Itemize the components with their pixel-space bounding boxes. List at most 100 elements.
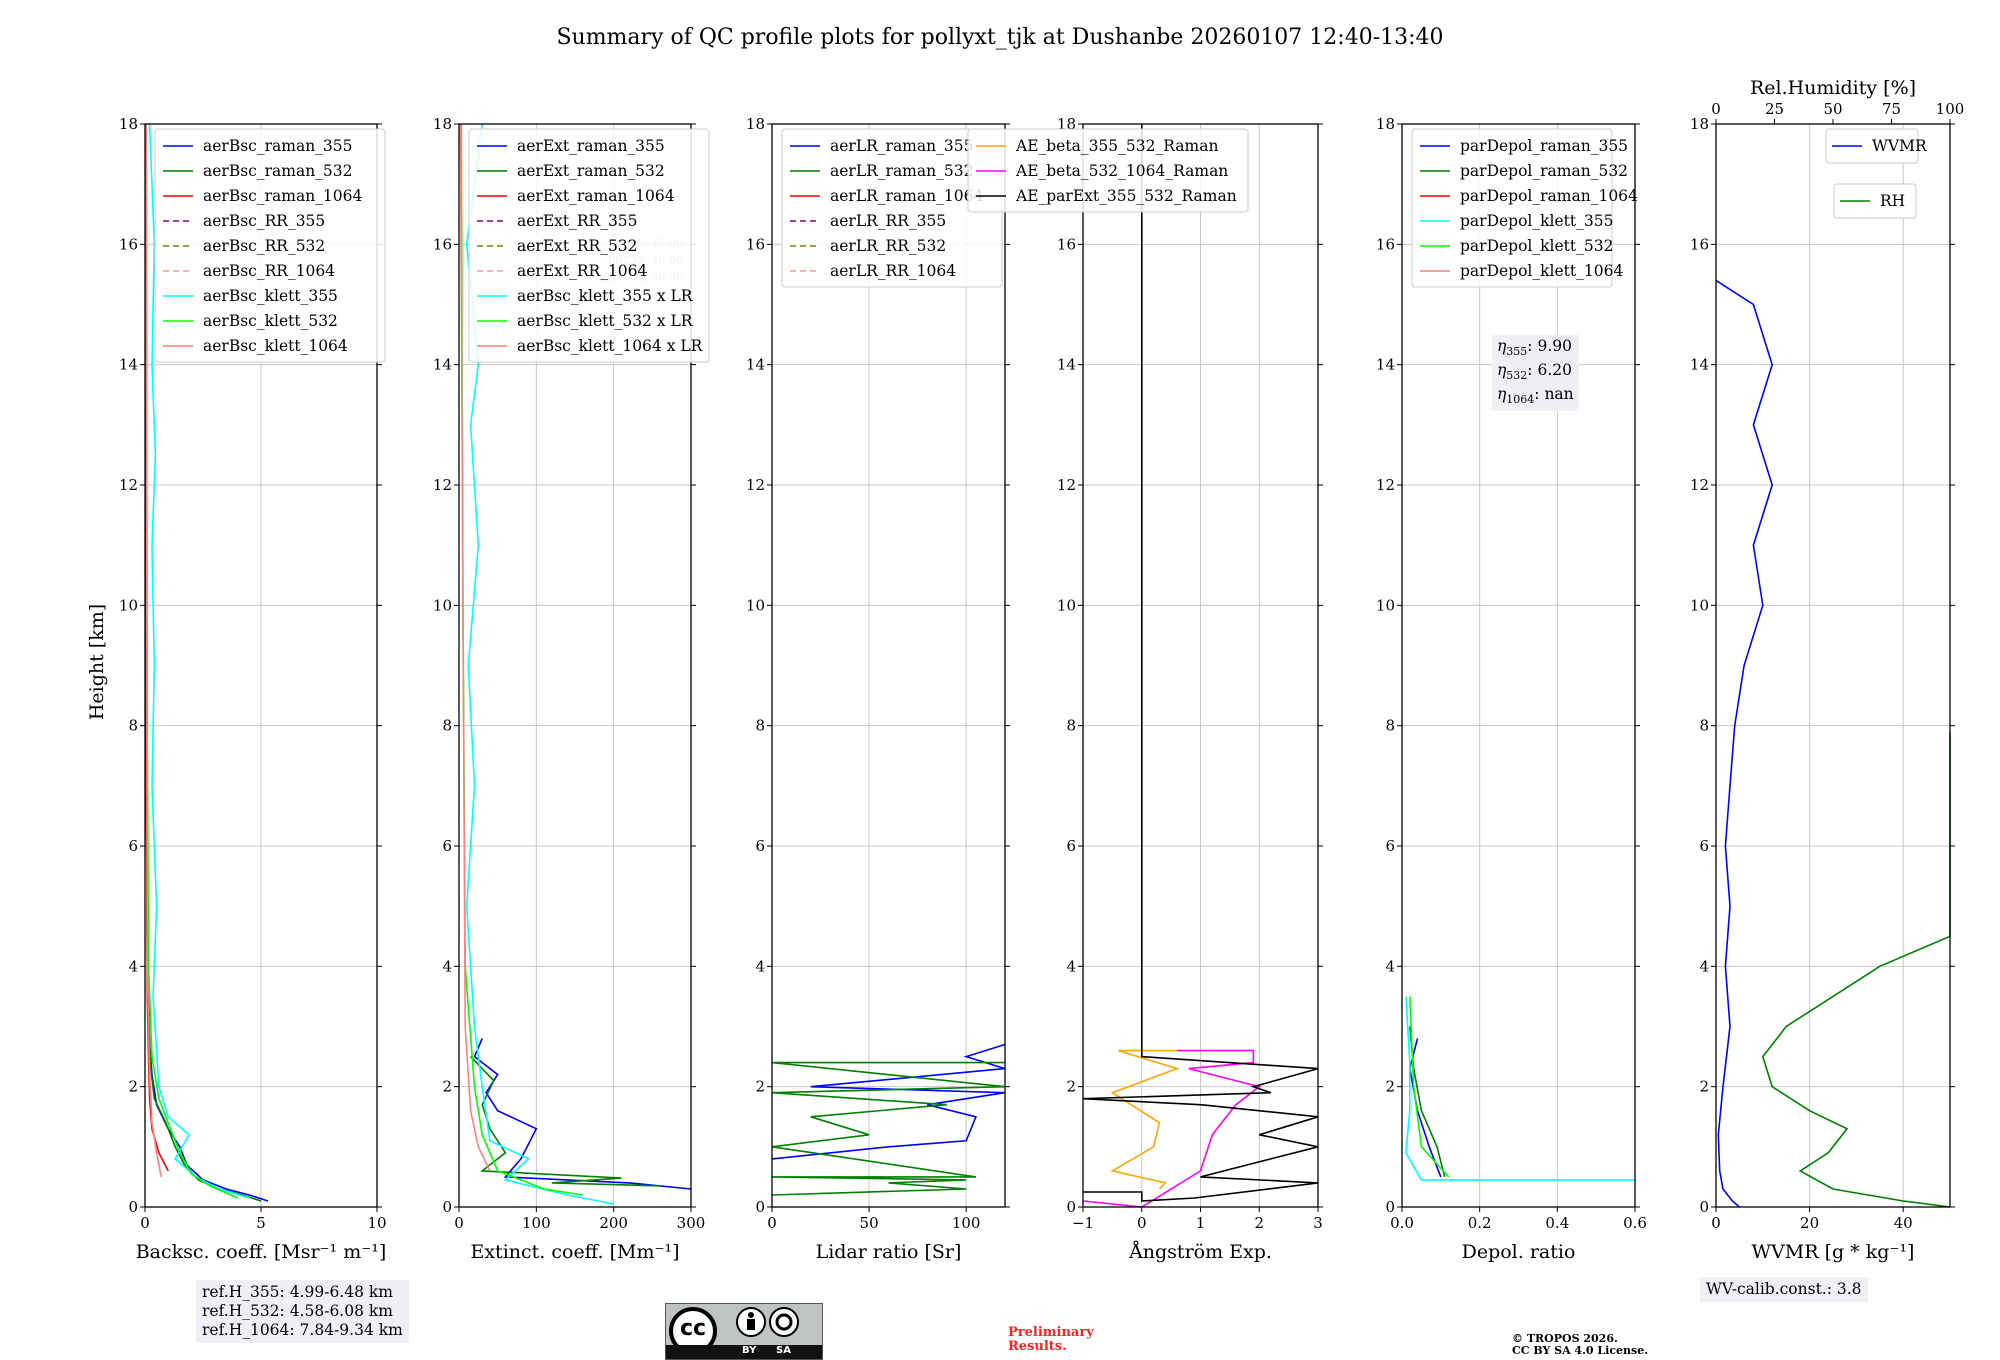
y-tick-label: 12 (1690, 476, 1709, 494)
legend-entry-parDepol_raman_1064: parDepol_raman_1064 (1460, 187, 1638, 205)
copyright-note: © TROPOS 2026. CC BY SA 4.0 License. (1512, 1332, 1649, 1357)
y-tick-label: 12 (746, 476, 765, 494)
x-tick-label: 100 (952, 1214, 981, 1232)
y-tick-label: 8 (1385, 717, 1395, 735)
panel-depol: 0 2 4 6 8 10 12 14 16 18 0.0 0.2 0.4 0.6 Depol. ratio p… (1376, 115, 1647, 1263)
y-tick-label: 8 (1699, 717, 1709, 735)
y-tick-label: 2 (442, 1078, 452, 1096)
cc-by-text: BY (742, 1345, 757, 1356)
y-tick-label: 10 (433, 596, 452, 614)
legend-box (1825, 128, 1919, 164)
y-tick-label: 0 (128, 1198, 138, 1216)
y-tick-label: 4 (1385, 957, 1395, 975)
eta-532: η532: 6.20 (1497, 361, 1572, 383)
top-x-tick-label: 0 (1711, 100, 1721, 118)
y-tick-label: 0 (1066, 1198, 1076, 1216)
y-tick-label: 8 (755, 717, 765, 735)
y-tick-label: 14 (1376, 356, 1395, 374)
x-tick-label: 50 (860, 1214, 879, 1232)
ref-height-1064: ref.H_1064: 7.84-9.34 km (202, 1321, 403, 1339)
legend-entry-AE_beta_355_532_Raman: AE_beta_355_532_Raman (1015, 137, 1218, 155)
y-tick-label: 10 (119, 596, 138, 614)
y-tick-label: 4 (442, 957, 452, 975)
x-tick-label: 0 (454, 1214, 464, 1232)
y-tick-label: 10 (1376, 596, 1395, 614)
panel-bsc: 0 2 4 6 8 10 12 14 16 18 0 5 10 Backsc. coeff. [Msr⁻¹… (119, 115, 387, 1263)
y-tick-label: 6 (1385, 837, 1395, 855)
series-AE_beta_532_1064_Raman (1082, 1049, 1262, 1208)
legend-entry-aerBsc_klett_355 x LR: aerBsc_klett_355 x LR (517, 287, 694, 305)
y-tick-label: 16 (746, 235, 765, 253)
y-tick-label: 16 (1376, 235, 1395, 253)
y-axis-label: Height [km] (86, 604, 108, 720)
x-tick-label: 0 (140, 1214, 150, 1232)
reference-height-box: ref.H_355: 4.99-6.48 km ref.H_532: 4.58-… (196, 1280, 409, 1343)
legend-entry-AE_beta_532_1064_Raman: AE_beta_532_1064_Raman (1015, 162, 1228, 180)
x-tick-label: 0.0 (1390, 1214, 1414, 1232)
x-tick-label: −1 (1072, 1214, 1094, 1232)
y-tick-label: 4 (1699, 957, 1709, 975)
ref-height-532: ref.H_532: 4.58-6.08 km (202, 1302, 393, 1320)
y-tick-label: 18 (1690, 115, 1709, 133)
eta-box: η355: 9.90 η532: 6.20 η1064: nan (1492, 335, 1579, 412)
eta-1064: η1064: nan (1497, 385, 1574, 407)
legend-entry-aerExt_RR_355: aerExt_RR_355 (517, 212, 638, 230)
y-tick-label: 6 (1699, 837, 1709, 855)
y-tick-label: 4 (1066, 957, 1076, 975)
y-tick-label: 2 (1066, 1078, 1076, 1096)
x-tick-label: 0.4 (1545, 1214, 1569, 1232)
y-tick-label: 2 (1699, 1078, 1709, 1096)
y-tick-label: 8 (442, 717, 452, 735)
x-tick-label: 2 (1254, 1214, 1264, 1232)
legend-entry-parDepol_klett_355: parDepol_klett_355 (1460, 212, 1613, 230)
top-x-tick-label: 75 (1882, 100, 1901, 118)
y-tick-label: 12 (1376, 476, 1395, 494)
y-tick-label: 6 (442, 837, 452, 855)
cc-sa-text: SA (776, 1345, 791, 1356)
legend-entry-aerLR_raman_1064: aerLR_raman_1064 (830, 187, 983, 205)
x-axis-label-lr: Lidar ratio [Sr] (816, 1241, 962, 1263)
y-tick-label: 2 (128, 1078, 138, 1096)
ref-height-355: ref.H_355: 4.99-6.48 km (202, 1283, 393, 1301)
series-aerExt_klett_1064 (459, 123, 491, 1172)
y-tick-label: 12 (433, 476, 452, 494)
y-tick-label: 16 (1057, 235, 1076, 253)
x-tick-label: 0 (1137, 1214, 1147, 1232)
legend-entry-WVMR: WVMR (1872, 137, 1928, 155)
series-aerLR_raman_532 (771, 1061, 1006, 1196)
series-parDepol_raman_355 (1408, 1038, 1442, 1178)
plot-frame (1401, 123, 1636, 1208)
plot-frame (771, 123, 1006, 1208)
y-tick-label: 10 (1057, 596, 1076, 614)
y-tick-label: 10 (746, 596, 765, 614)
plot-frame (458, 123, 692, 1208)
x-tick-label: 100 (522, 1214, 551, 1232)
y-tick-label: 16 (119, 235, 138, 253)
legend-entry-aerBsc_raman_1064: aerBsc_raman_1064 (203, 187, 363, 205)
series-RH (1761, 731, 1951, 1208)
y-tick-label: 6 (128, 837, 138, 855)
y-tick-label: 8 (1066, 717, 1076, 735)
legend-entry-aerBsc_RR_1064: aerBsc_RR_1064 (203, 262, 335, 280)
legend-entry-aerBsc_raman_355: aerBsc_raman_355 (203, 137, 353, 155)
y-tick-label: 12 (119, 476, 138, 494)
x-tick-label: 20 (1800, 1214, 1819, 1232)
x-tick-label: 1 (1196, 1214, 1206, 1232)
legend-entry-aerBsc_klett_532: aerBsc_klett_532 (203, 312, 338, 330)
eta-355: η355: 9.90 (1497, 337, 1572, 359)
legend-entry-aerLR_RR_355: aerLR_RR_355 (830, 212, 946, 230)
legend-entry-aerExt_RR_532: aerExt_RR_532 (517, 237, 638, 255)
y-tick-label: 2 (755, 1078, 765, 1096)
x-axis-label-depol: Depol. ratio (1462, 1241, 1576, 1263)
y-tick-label: 2 (1385, 1078, 1395, 1096)
top-x-tick-label: 100 (1936, 100, 1965, 118)
y-tick-label: 10 (1690, 596, 1709, 614)
y-tick-label: 14 (119, 356, 138, 374)
y-tick-label: 18 (746, 115, 765, 133)
legend-entry-aerLR_raman_532: aerLR_raman_532 (830, 162, 973, 180)
x-tick-label: 40 (1894, 1214, 1913, 1232)
series-WVMR (1715, 279, 1774, 1208)
panel-ext: 0 2 4 6 8 10 12 14 16 18 0 100 200 300 Extinct. coeff.… (433, 115, 710, 1263)
y-tick-label: 18 (433, 115, 452, 133)
